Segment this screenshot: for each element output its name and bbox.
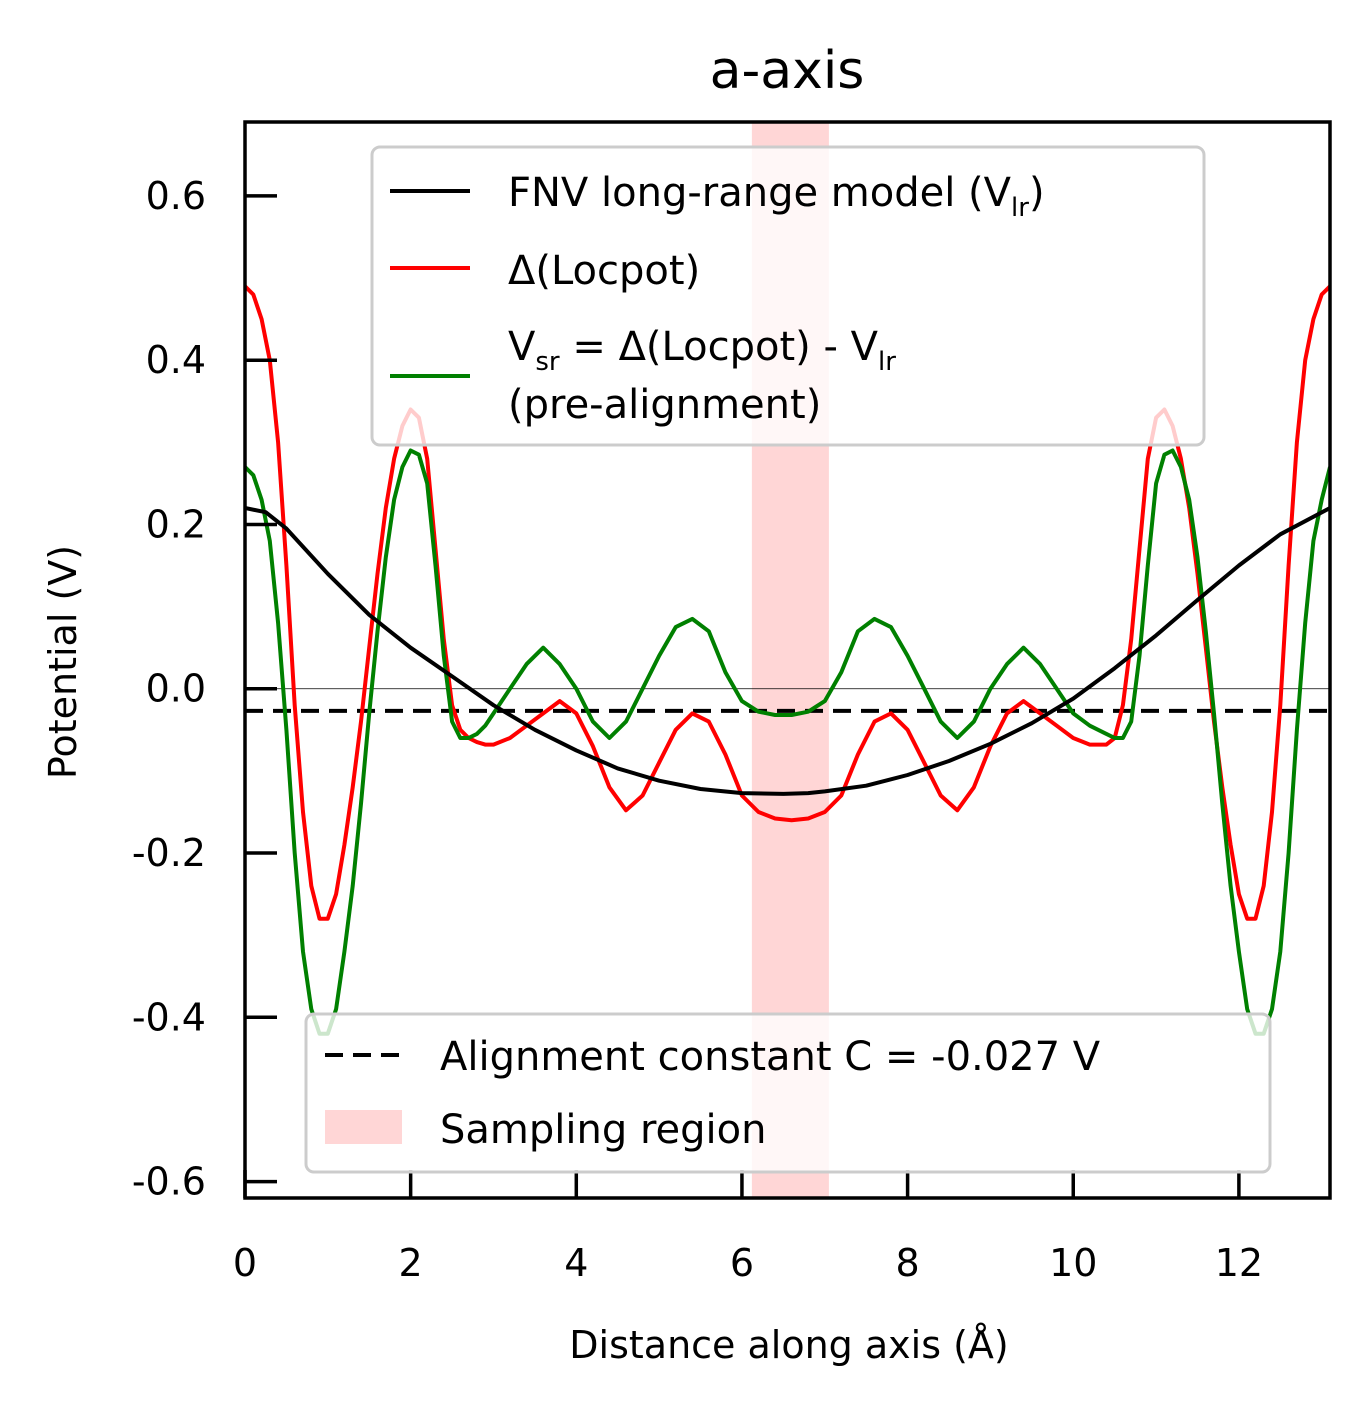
- x-tick-label: 0: [233, 1241, 257, 1285]
- legend-lower: Alignment constant C = -0.027 V Sampling…: [304, 1012, 1272, 1174]
- x-axis-ticks: 0 2 4 6 8 10 12: [233, 1170, 1263, 1285]
- y-axis-label: Potential (V): [41, 545, 85, 779]
- y-tick-label: -0.6: [132, 1160, 206, 1204]
- legend-upper-box: [370, 145, 1206, 447]
- legend-label-sampling: Sampling region: [440, 1107, 766, 1153]
- legend-label-alignment: Alignment constant C = -0.027 V: [440, 1034, 1101, 1080]
- series-line-vlr: [245, 506, 1330, 796]
- legend-label-vlr: FNV long-range model (Vlr): [508, 170, 1045, 223]
- y-tick-label: -0.2: [132, 831, 206, 875]
- x-tick-label: 12: [1215, 1241, 1263, 1285]
- y-tick-label: 0.4: [146, 338, 206, 382]
- x-tick-label: 6: [730, 1241, 754, 1285]
- x-tick-label: 2: [399, 1241, 423, 1285]
- y-tick-label: 0.0: [146, 667, 206, 711]
- x-tick-label: 10: [1049, 1241, 1097, 1285]
- legend-swatch-sampling: [325, 1110, 402, 1144]
- y-tick-label: -0.4: [132, 995, 206, 1039]
- series-line-vsr: [245, 448, 1330, 1036]
- legend-label-vsr-line1: Vsr = Δ(Locpot) - Vlr: [508, 324, 896, 377]
- chart-title: a-axis: [710, 41, 865, 101]
- y-axis-ticks: -0.6 -0.4 -0.2 0.0 0.2 0.4 0.6: [132, 174, 277, 1204]
- y-tick-label: 0.2: [146, 502, 206, 546]
- legend-label-dloc: Δ(Locpot): [508, 248, 700, 294]
- x-tick-label: 4: [564, 1241, 588, 1285]
- series-layer: [245, 284, 1330, 1036]
- x-tick-label: 8: [896, 1241, 920, 1285]
- legend-label-vsr-line2: (pre-alignment): [508, 382, 821, 428]
- x-axis-label: Distance along axis (Å): [569, 1323, 1008, 1367]
- plot-frame: [243, 120, 1332, 1200]
- legend-upper: FNV long-range model (Vlr) Δ(Locpot) Vsr…: [370, 145, 1206, 447]
- legend-lower-box: [304, 1012, 1272, 1174]
- y-tick-label: 0.6: [146, 174, 206, 218]
